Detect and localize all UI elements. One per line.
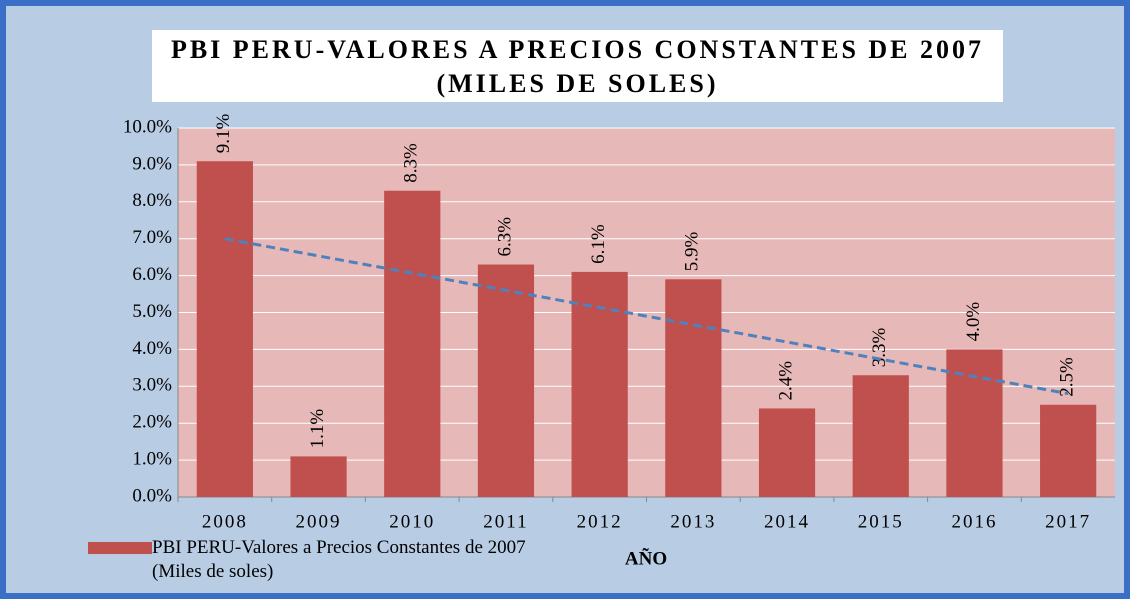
bar [665,279,722,497]
bar [196,161,253,497]
y-tick-label: 3.0% [132,375,172,396]
bar [1040,404,1097,497]
bar [290,456,347,497]
bar [852,375,909,497]
y-tick-label: 5.0% [132,301,172,322]
x-tick-label: 2012 [577,511,623,532]
data-label: 4.0% [963,302,984,342]
chart-title: PBI PERU-VALORES A PRECIOS CONSTANTES DE… [152,30,1003,102]
data-label: 6.1% [588,224,609,264]
data-label: 5.9% [682,232,703,272]
legend-key [88,542,152,554]
data-label: 2.4% [775,361,796,401]
legend-label: PBI PERU-Valores a Precios Constantes de… [152,537,526,582]
y-tick-label: 2.0% [132,412,172,433]
x-tick-label: 2017 [1045,511,1091,532]
bar [384,190,441,498]
x-tick-label: 2009 [296,511,342,532]
data-label: 1.1% [307,409,328,449]
bar [946,349,1003,497]
x-tick-label: 2016 [951,511,997,532]
x-tick-label: 2014 [764,511,810,532]
y-tick-label: 1.0% [132,448,172,469]
y-tick-label: 10.0% [123,116,172,137]
y-tick-label: 9.0% [132,153,172,174]
x-axis-title: AÑO [625,547,667,569]
data-label: 9.1% [213,113,234,153]
y-tick-label: 6.0% [132,264,172,285]
x-tick-label: 2015 [858,511,904,532]
y-tick-label: 8.0% [132,190,172,211]
y-tick-label: 4.0% [132,338,172,359]
y-tick-label: 0.0% [132,485,172,506]
x-tick-label: 2011 [483,511,528,532]
x-tick-label: 2010 [389,511,435,532]
x-tick-label: 2013 [670,511,716,532]
bar [571,271,628,497]
bar [758,408,816,497]
data-label: 2.5% [1057,357,1078,397]
bar [477,264,535,497]
trendline [224,237,1069,396]
x-tick-label: 2008 [202,511,248,532]
data-label: 8.3% [401,143,422,183]
data-label: 6.3% [494,217,515,257]
y-tick-label: 7.0% [132,227,172,248]
